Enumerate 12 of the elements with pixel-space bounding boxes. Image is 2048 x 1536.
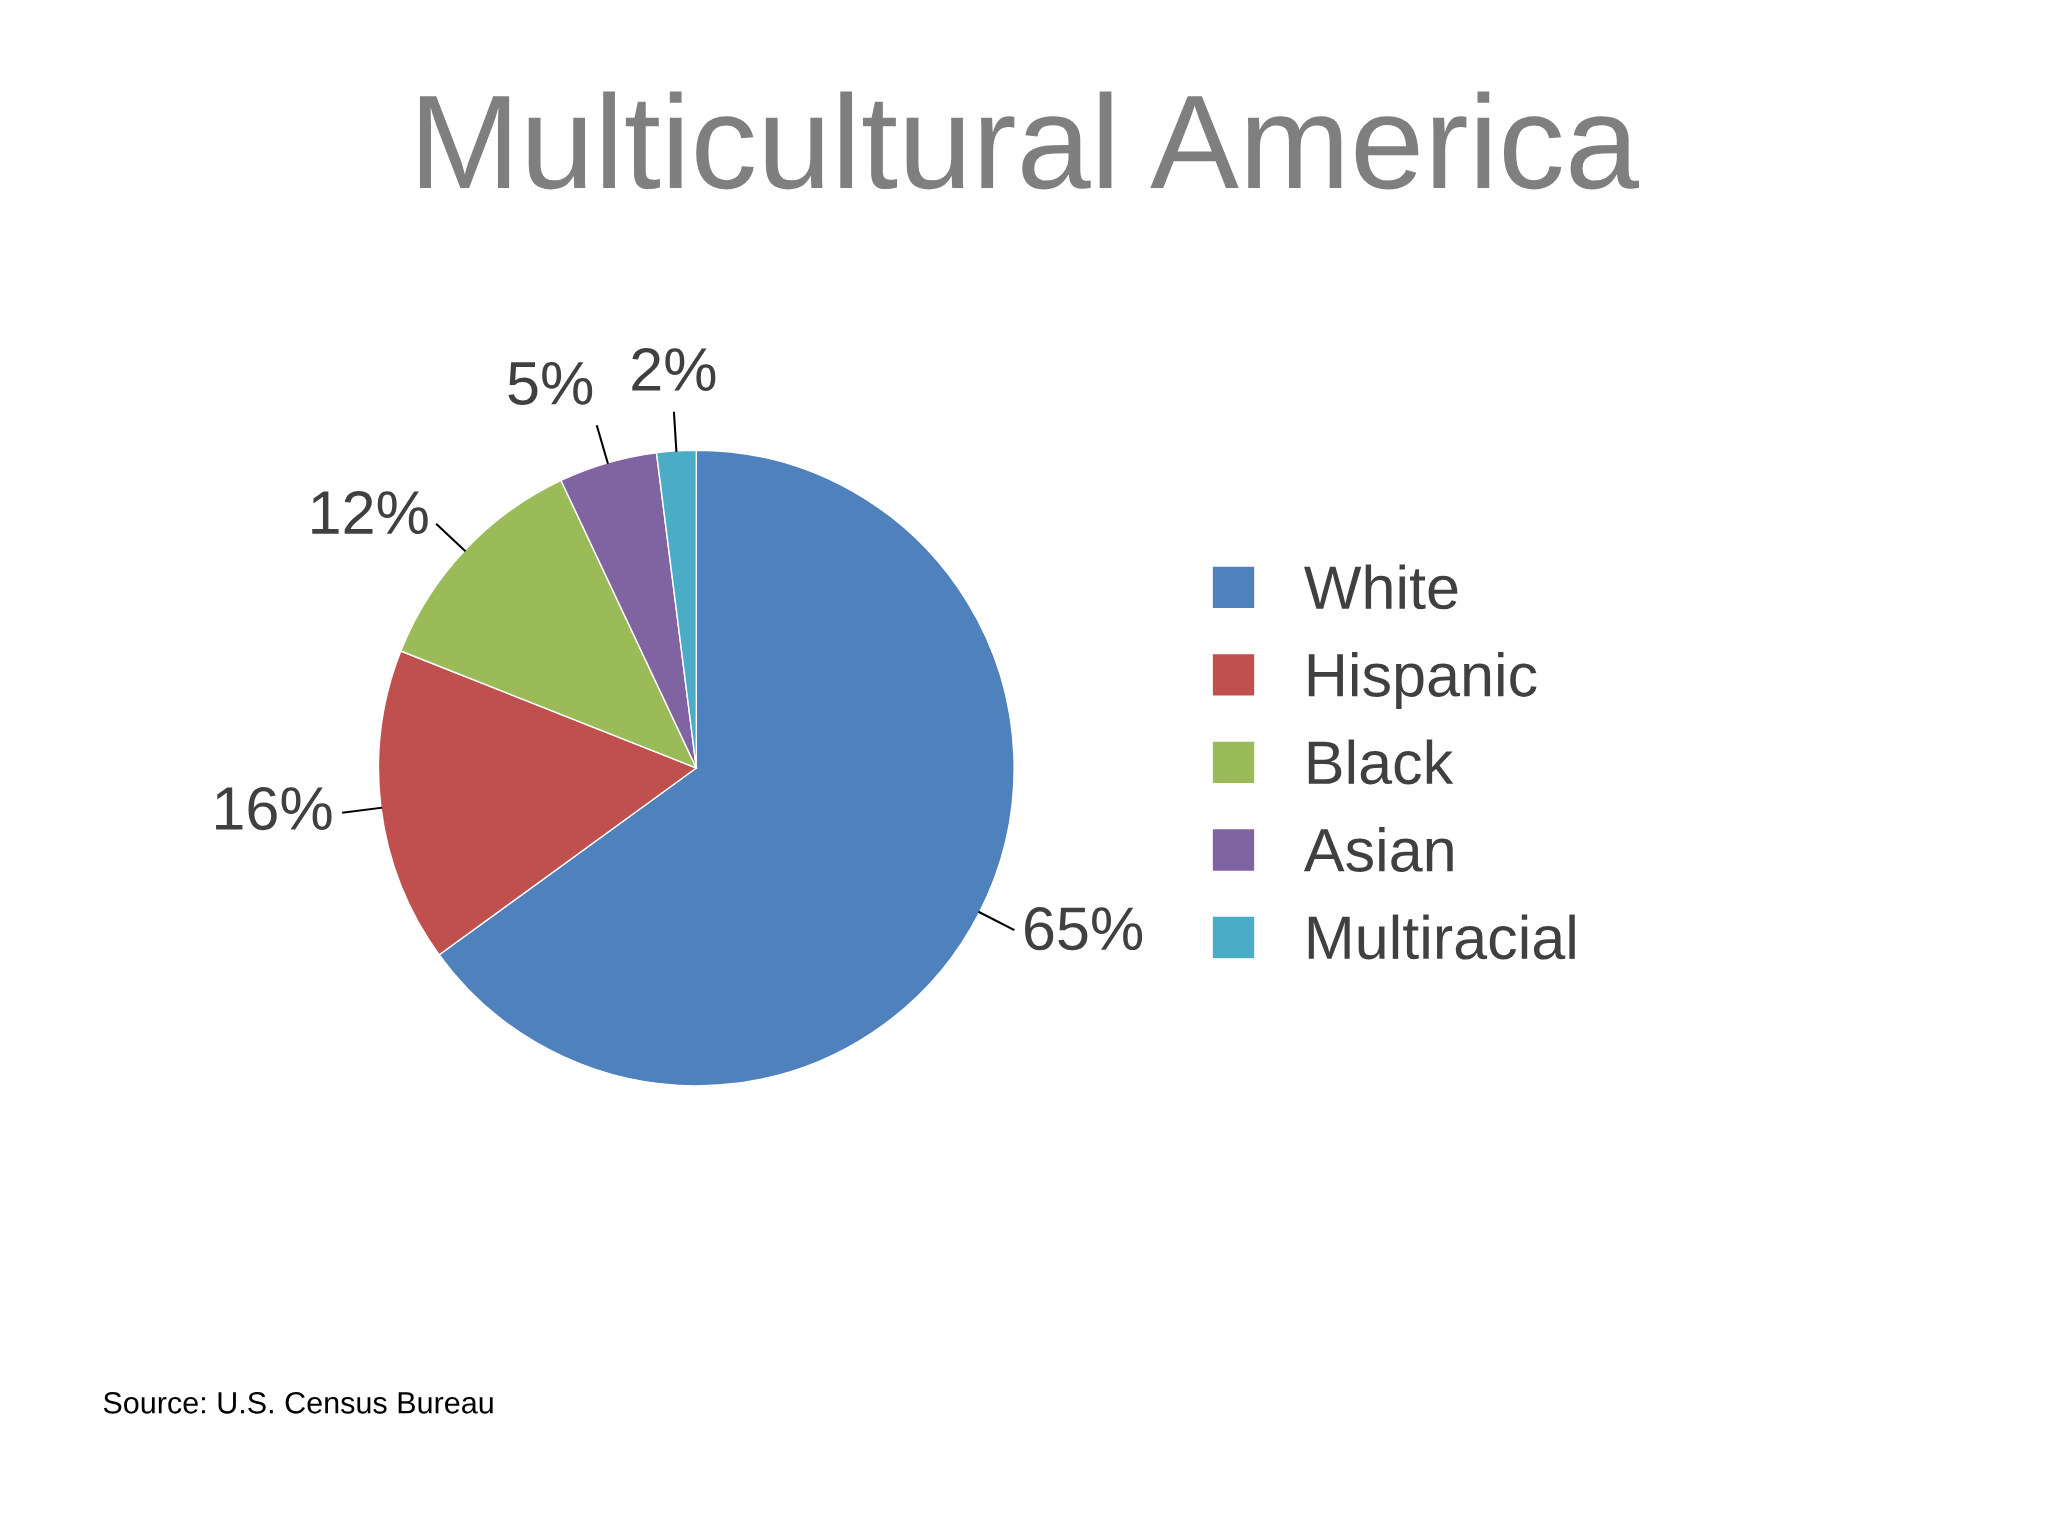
data-label: 65% [1025,907,1143,951]
legend-label: Asian [1303,827,1453,872]
data-label: 5% [508,361,593,405]
source-note: Source: U.S. Census Bureau [103,1392,493,1414]
data-label: 2% [632,347,716,391]
legend-label: Multiracial [1308,914,1575,960]
legend-label: Black [1308,739,1454,785]
data-label: 12% [312,490,428,534]
data-label: 16% [216,786,332,831]
legend-label: Hispanic [1308,651,1537,709]
chart-title: Multicultural America [419,91,1640,190]
legend-label: White [1304,564,1458,610]
